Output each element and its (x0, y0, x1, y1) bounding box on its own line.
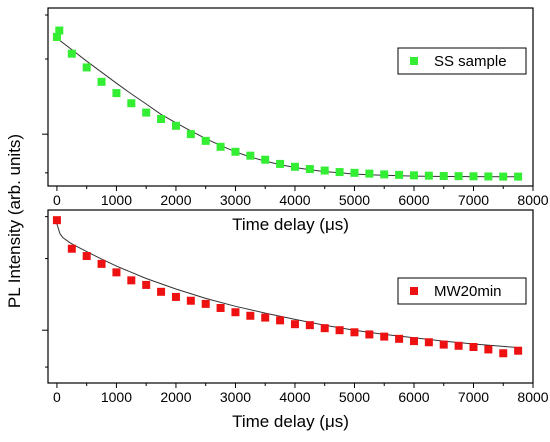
legend-label: SS sample (434, 53, 507, 70)
data-point (469, 343, 478, 352)
data-point (424, 338, 433, 347)
data-point (55, 26, 64, 35)
data-point (201, 136, 210, 145)
data-point (157, 287, 166, 296)
data-point (395, 334, 404, 343)
x-tick-label: 3000 (220, 389, 251, 405)
chart-panel-ss-sample: 0 1000 2000 3000 4000 5000 6000 7000 8000 Time de… (42, 7, 549, 234)
legend-label: MW20min (434, 283, 502, 300)
plot-frame (47, 7, 534, 187)
data-point (171, 292, 180, 301)
x-axis-title: Time delay (μs) (232, 412, 349, 431)
data-point (514, 346, 523, 355)
data-point (380, 170, 389, 179)
x-tick-label: 7000 (458, 192, 489, 208)
data-point (261, 155, 270, 164)
x-tick-label: 6000 (398, 389, 429, 405)
x-tick-label: 4000 (279, 192, 310, 208)
data-point (201, 299, 210, 308)
data-point (142, 108, 151, 117)
x-tick-label: 0 (53, 192, 61, 208)
data-point (186, 296, 195, 305)
x-tick-label: 1000 (101, 192, 132, 208)
data-point (67, 49, 76, 58)
data-point (82, 63, 91, 72)
plot-frame (47, 209, 534, 384)
data-point (499, 172, 508, 181)
legend: SS sample (397, 47, 527, 75)
data-point (350, 328, 359, 337)
legend-marker (410, 287, 418, 295)
x-tick-label: 5000 (339, 192, 370, 208)
data-point (484, 345, 493, 354)
data-point (216, 142, 225, 151)
data-point (127, 276, 136, 285)
data-point (335, 168, 344, 177)
legend-box (397, 277, 527, 305)
data-point (409, 171, 418, 180)
data-point (514, 172, 523, 181)
data-point (350, 168, 359, 177)
data-point (305, 165, 314, 174)
y-axis-title: PL Intensity (arb. units) (5, 134, 24, 308)
data-point (335, 326, 344, 335)
x-tick-label: 6000 (398, 192, 429, 208)
data-point (290, 162, 299, 171)
data-point (142, 280, 151, 289)
data-point (261, 313, 270, 322)
legend-marker (410, 57, 418, 65)
data-point (409, 337, 418, 346)
data-point (454, 341, 463, 350)
data-point (112, 268, 121, 277)
data-point (365, 169, 374, 178)
data-point (112, 89, 121, 98)
data-point (276, 159, 285, 168)
data-point (231, 147, 240, 156)
data-point (231, 308, 240, 317)
data-point (67, 244, 76, 253)
data-point (97, 77, 106, 86)
data-point (290, 320, 299, 329)
data-point (216, 303, 225, 312)
data-point (499, 349, 508, 358)
data-point (171, 121, 180, 130)
data-point (454, 172, 463, 181)
data-point (305, 321, 314, 330)
data-point (395, 170, 404, 179)
data-point (424, 171, 433, 180)
data-point (52, 32, 61, 41)
x-tick-label: 4000 (279, 389, 310, 405)
data-point (276, 316, 285, 325)
data-point (246, 311, 255, 320)
x-tick-label: 1000 (101, 389, 132, 405)
data-point (320, 166, 329, 175)
data-point (246, 151, 255, 160)
data-point (82, 252, 91, 261)
x-tick-label: 5000 (339, 389, 370, 405)
x-axis-title: Time delay (μs) (232, 215, 349, 234)
x-tick-label: 8000 (517, 389, 548, 405)
x-tick-label: 2000 (160, 192, 191, 208)
data-point (97, 259, 106, 268)
x-tick-label: 3000 (220, 192, 251, 208)
data-point (380, 332, 389, 341)
data-point (439, 171, 448, 180)
data-point (365, 330, 374, 339)
legend-box (397, 47, 527, 75)
x-tick-label: 2000 (160, 389, 191, 405)
data-point (157, 114, 166, 123)
x-tick-label: 0 (53, 389, 61, 405)
chart-panel-mw20min: 0 1000 2000 3000 4000 5000 6000 7000 8000 Time de… (42, 209, 549, 431)
data-point (186, 130, 195, 139)
data-point (320, 324, 329, 333)
data-point (127, 99, 136, 108)
x-tick-label: 7000 (458, 389, 489, 405)
legend: MW20min (397, 277, 527, 305)
x-tick-label: 8000 (517, 192, 548, 208)
data-point (484, 172, 493, 181)
data-point (439, 340, 448, 349)
data-point (52, 216, 61, 225)
data-point (469, 172, 478, 181)
